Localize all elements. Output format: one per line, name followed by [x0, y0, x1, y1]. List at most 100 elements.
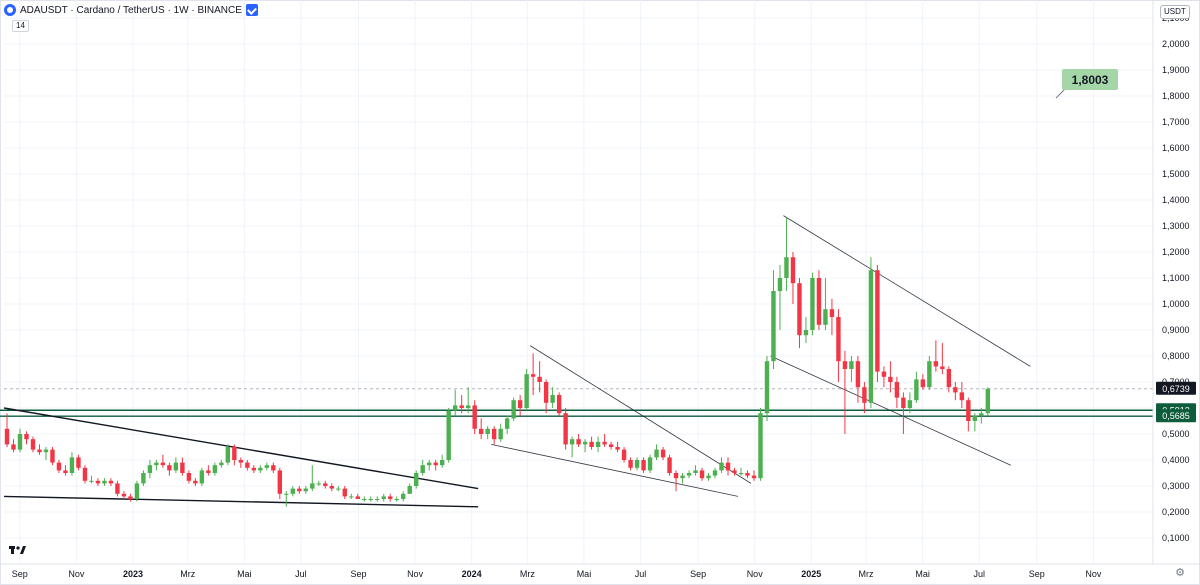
x-tick-label: Sep: [1029, 569, 1045, 579]
trendline[interactable]: [3, 495, 479, 508]
candle-body: [979, 413, 984, 416]
x-tick-label: Mai: [915, 569, 930, 579]
x-tick-label: Jul: [635, 569, 647, 579]
candle-body: [115, 483, 120, 494]
candle-body: [225, 447, 231, 463]
candle-body: [56, 462, 62, 471]
settings-gear-icon[interactable]: ⚙: [1175, 567, 1185, 579]
candle: [790, 252, 796, 304]
candle: [745, 470, 750, 479]
candle: [388, 493, 393, 502]
candle: [764, 356, 770, 421]
price-axis[interactable]: 0,10000,20000,30000,40000,50000,60000,70…: [1162, 13, 1190, 543]
trendline[interactable]: [3, 407, 479, 490]
candle-body: [660, 449, 666, 458]
x-tick-label: Sep: [350, 569, 366, 579]
candle-body: [751, 475, 757, 479]
price-annotation[interactable]: 1,8003: [1055, 69, 1118, 99]
candle-body: [550, 395, 555, 403]
symbol-header[interactable]: ADAUSDT · Cardano / TetherUS · 1W · BINA…: [4, 4, 258, 16]
candle: [82, 465, 88, 484]
candle-body: [24, 434, 29, 440]
trendline[interactable]: [770, 355, 1011, 466]
candle-body: [634, 460, 640, 468]
trendline[interactable]: [529, 345, 752, 484]
candle: [842, 350, 848, 434]
candle-body: [966, 400, 971, 421]
candle: [342, 486, 347, 499]
candle: [102, 478, 107, 486]
candle-body: [725, 462, 731, 471]
candle: [478, 418, 484, 440]
candle-body: [394, 499, 399, 500]
candle-body: [582, 441, 588, 445]
candle-body: [147, 465, 153, 473]
candle: [355, 493, 360, 499]
candle: [414, 470, 419, 489]
candle-body: [232, 447, 237, 460]
candle-body: [238, 460, 244, 463]
candle: [440, 454, 445, 468]
candle-body: [511, 400, 516, 419]
trendline[interactable]: [491, 444, 739, 497]
candle: [940, 343, 945, 375]
candle: [420, 460, 425, 476]
candle-body: [173, 462, 179, 471]
candle: [56, 460, 62, 473]
candle: [881, 366, 887, 388]
currency-button[interactable]: USDT: [1160, 5, 1190, 19]
candle-body: [784, 257, 789, 278]
candle: [550, 387, 555, 408]
candle-body: [693, 470, 698, 473]
candle: [193, 478, 198, 486]
tradingview-logo[interactable]: [9, 546, 26, 554]
candle-body: [401, 493, 406, 499]
candle: [680, 473, 685, 484]
candle-body: [816, 278, 822, 325]
candle-body: [862, 387, 867, 403]
candle: [180, 457, 185, 476]
candle: [30, 436, 36, 453]
candle: [660, 447, 666, 460]
candle: [323, 480, 328, 489]
candle-body: [810, 278, 815, 330]
candle-body: [803, 330, 809, 336]
candle-body: [595, 441, 601, 447]
level-price-tag: 0,5685: [1162, 411, 1190, 421]
candle: [751, 470, 757, 481]
candle-body: [433, 462, 438, 466]
x-tick-label: Mai: [237, 569, 252, 579]
candle: [11, 439, 16, 453]
time-axis[interactable]: Sep Nov 2023 Mrz Mai Jul Sep Nov 2024 Mrz Mai Jul Se…: [12, 569, 1102, 579]
candle: [238, 457, 244, 468]
candle: [803, 317, 809, 343]
candle-body: [907, 400, 913, 408]
candle-body: [927, 361, 932, 388]
x-tick-label: Sep: [12, 569, 28, 579]
candle: [89, 475, 94, 484]
candle: [128, 493, 133, 502]
trendline[interactable]: [783, 215, 1031, 367]
candle: [823, 278, 828, 330]
candle: [284, 491, 289, 507]
indicator-badge[interactable]: 14: [12, 20, 29, 32]
candle-body: [517, 400, 523, 408]
candle: [634, 457, 640, 471]
candle-body: [50, 449, 55, 463]
candle-body: [258, 467, 263, 471]
candle: [563, 408, 568, 450]
candle: [141, 470, 146, 486]
candle: [258, 465, 263, 473]
candle: [777, 265, 783, 330]
candle: [199, 467, 205, 486]
candle-body: [310, 483, 315, 489]
candle: [108, 478, 114, 486]
trendlines[interactable]: [3, 215, 1031, 508]
candle: [498, 423, 503, 442]
candle: [271, 462, 276, 473]
candle: [63, 465, 68, 476]
y-tick-label: 0,5000: [1162, 429, 1190, 439]
candle: [43, 447, 49, 460]
candle-body: [290, 488, 296, 494]
